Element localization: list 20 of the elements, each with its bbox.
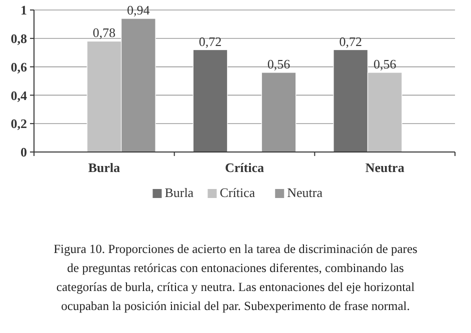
bar xyxy=(192,49,228,152)
data-label: 0,72 xyxy=(339,34,362,49)
data-label: 0,56 xyxy=(267,56,291,72)
y-tick-label: 0,8 xyxy=(10,30,28,46)
y-tick-label: 0,2 xyxy=(10,116,27,132)
y-tick-label: 1 xyxy=(20,2,27,18)
legend-label: Neutra xyxy=(287,185,323,200)
data-label: 0,94 xyxy=(127,2,150,18)
x-tick-label: Crítica xyxy=(225,160,264,175)
x-tick-label: Burla xyxy=(88,160,121,175)
data-label: 0,78 xyxy=(92,25,116,40)
y-tick-label: 0,4 xyxy=(10,88,28,103)
x-tick-label: Neutra xyxy=(365,160,405,175)
data-label: 0,72 xyxy=(198,34,222,49)
legend-label: Burla xyxy=(164,185,194,200)
data-label: 0,56 xyxy=(373,56,397,72)
legend-label: Crítica xyxy=(220,185,256,200)
text: Figura 10. Proporciones de acierto en la tarea de discriminación de pares de preguntas retóricas con entonaciones diferentes, combinando las categorías de burla, crítica y neutra. Las entonaciones del eje horizontal ocupaban la posición inicial del par. Subexperimento de frase normal. xyxy=(54,242,418,313)
y-tick-label: 0 xyxy=(20,144,27,160)
y-tick-label: 0,6 xyxy=(10,59,28,74)
